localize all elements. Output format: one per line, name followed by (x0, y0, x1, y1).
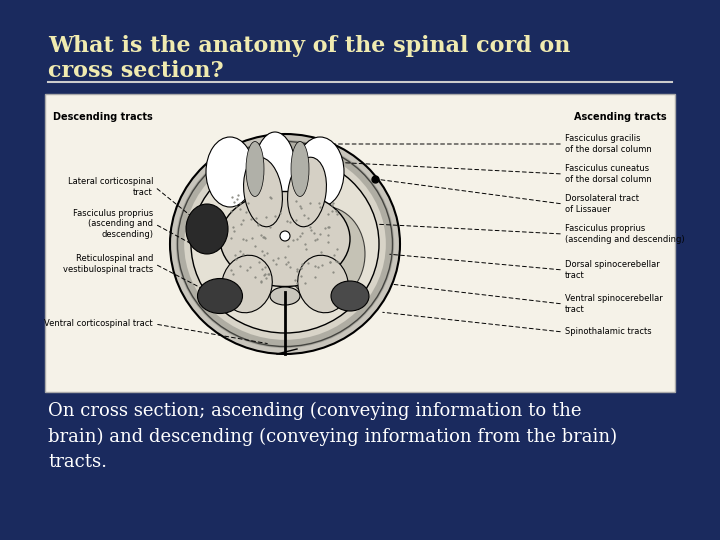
Ellipse shape (170, 134, 400, 354)
Ellipse shape (270, 287, 300, 305)
Ellipse shape (285, 206, 365, 301)
Ellipse shape (331, 281, 369, 311)
Ellipse shape (186, 204, 228, 254)
Text: Descending tracts: Descending tracts (53, 112, 153, 122)
Text: Fasciculus cuneatus
of the dorsal column: Fasciculus cuneatus of the dorsal column (565, 164, 652, 184)
Ellipse shape (291, 141, 309, 197)
Text: Ascending tracts: Ascending tracts (575, 112, 667, 122)
Text: Dorsal spinocerebellar
tract: Dorsal spinocerebellar tract (565, 260, 660, 280)
Text: Lateral corticospinal
tract: Lateral corticospinal tract (68, 177, 153, 197)
Circle shape (280, 231, 290, 241)
Ellipse shape (243, 157, 282, 227)
Ellipse shape (296, 137, 344, 207)
Bar (45, 94, 675, 392)
Text: Ventral corticospinal tract: Ventral corticospinal tract (45, 320, 153, 328)
Text: Dorsolateral tract
of Lissauer: Dorsolateral tract of Lissauer (565, 194, 639, 214)
Text: What is the anatomy of the spinal cord on: What is the anatomy of the spinal cord o… (48, 35, 570, 57)
Ellipse shape (197, 279, 243, 314)
Ellipse shape (287, 157, 326, 227)
Text: Fasciculus gracilis
of the dorsal column: Fasciculus gracilis of the dorsal column (565, 134, 652, 154)
Ellipse shape (220, 192, 350, 287)
Text: Reticulospinal and
vestibulospinal tracts: Reticulospinal and vestibulospinal tract… (63, 254, 153, 274)
Text: Fasciculus proprius
(ascending and
descending): Fasciculus proprius (ascending and desce… (73, 209, 153, 239)
Ellipse shape (222, 255, 272, 313)
Text: cross section?: cross section? (48, 60, 224, 82)
Text: Ventral spinocerebellar
tract: Ventral spinocerebellar tract (565, 294, 662, 314)
Ellipse shape (297, 255, 348, 313)
Ellipse shape (246, 141, 264, 197)
Text: Fasciculus proprius
(ascending and descending): Fasciculus proprius (ascending and desce… (565, 224, 685, 244)
Text: Spinothalamic tracts: Spinothalamic tracts (565, 327, 652, 336)
Ellipse shape (254, 132, 296, 212)
Ellipse shape (178, 141, 392, 347)
Text: On cross section; ascending (conveying information to the
brain) and descending : On cross section; ascending (conveying i… (48, 402, 617, 471)
Ellipse shape (191, 155, 379, 333)
Ellipse shape (206, 137, 254, 207)
